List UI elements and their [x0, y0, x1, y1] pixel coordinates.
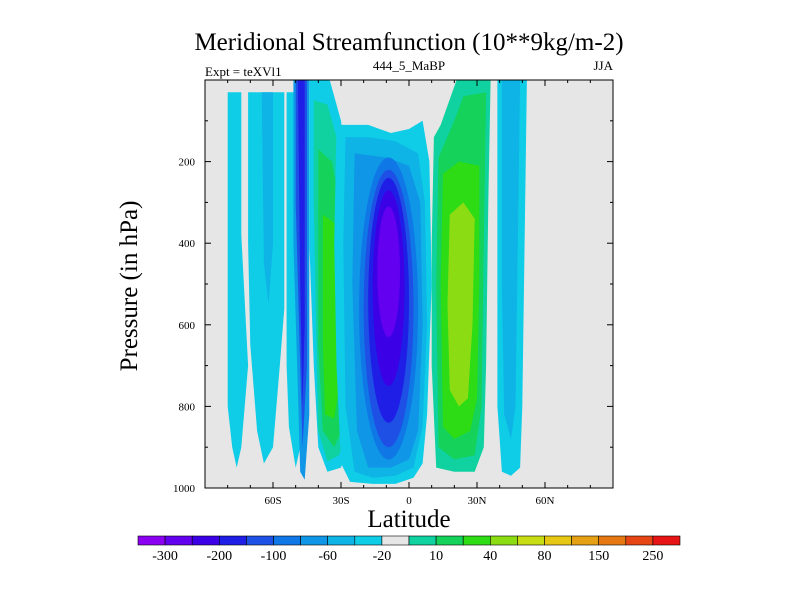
colorbar-label: 150	[588, 549, 609, 564]
contour-north-neg-inner	[501, 80, 521, 439]
y-tick-label: 200	[179, 157, 196, 169]
colorbar-swatch	[381, 535, 410, 546]
colorbar-swatch	[327, 535, 356, 546]
colorbar-swatch	[273, 535, 301, 546]
colorbar: -300 -200 -100 -60 -20 10 40 80 150 250	[137, 535, 681, 564]
y-tick-label: 1000	[173, 483, 196, 495]
y-tick-label: 800	[179, 401, 196, 413]
colorbar-label: -200	[206, 549, 232, 564]
x-axis-label: Latitude	[367, 506, 450, 533]
chart-title: Meridional Streamfunction (10**9kg/m-2)	[194, 29, 623, 56]
y-tick-label: 600	[179, 320, 196, 332]
colorbar-swatch	[652, 535, 681, 546]
y-tick-label: 400	[179, 238, 196, 250]
colorbar-swatch	[246, 535, 274, 546]
contour-farsouth-col1	[227, 92, 249, 468]
contour-jet-core	[297, 80, 305, 407]
colorbar-label: -60	[318, 549, 337, 564]
colorbar-swatch	[462, 535, 491, 546]
colorbar-swatch	[408, 535, 437, 546]
colorbar-swatch	[435, 535, 464, 546]
x-tick-label: 60S	[264, 495, 281, 507]
colorbar-swatch	[544, 535, 572, 546]
colorbar-swatch	[164, 535, 193, 546]
colorbar-swatch	[517, 535, 545, 546]
colorbar-label: 80	[538, 549, 552, 564]
x-tick-label: 30N	[468, 495, 487, 507]
y-axis: 200 400 600 800 1000	[173, 120, 613, 495]
colorbar-swatch	[598, 535, 627, 546]
contour-farsouth-inner	[261, 92, 273, 305]
colorbar-label: 10	[429, 549, 443, 564]
colorbar-label: -100	[261, 549, 287, 564]
colorbar-swatch	[354, 535, 383, 546]
colorbar-swatch	[489, 535, 518, 546]
colorbar-swatch	[300, 535, 329, 546]
colorbar-label: -20	[373, 549, 392, 564]
colorbar-label: 40	[483, 549, 497, 564]
colorbar-label: -300	[152, 549, 178, 564]
x-tick-label: 60N	[536, 495, 555, 507]
colorbar-swatch	[571, 535, 599, 546]
x-tick-label: 30S	[332, 495, 349, 507]
contour-hadley-s-8	[377, 206, 400, 338]
x-axis: 60S 30S 0 30N 60N	[227, 80, 591, 507]
colorbar-swatch	[219, 535, 247, 546]
y-axis-label: Pressure (in hPa)	[116, 201, 143, 372]
x-tick-label: 0	[406, 495, 412, 507]
season-label: JJA	[593, 58, 613, 73]
colorbar-swatch	[137, 535, 166, 546]
colorbar-swatch	[625, 535, 654, 546]
contour-fills	[227, 80, 527, 484]
colorbar-swatch	[191, 535, 220, 546]
contour-north-pos-4	[447, 202, 475, 407]
period-label: 444_5_MaBP	[373, 58, 445, 73]
experiment-label: Expt = teXVl1	[205, 64, 282, 79]
colorbar-label: 250	[642, 549, 663, 564]
